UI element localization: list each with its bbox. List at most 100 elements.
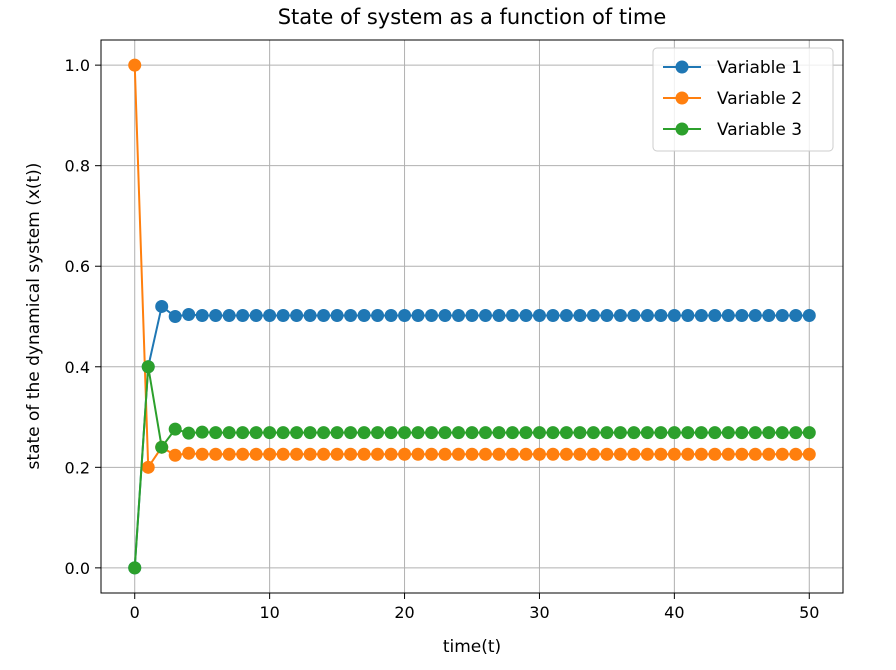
data-point <box>398 308 412 322</box>
data-point <box>195 425 209 439</box>
data-point <box>640 308 654 322</box>
data-point <box>802 447 816 461</box>
data-point <box>141 360 155 374</box>
data-point <box>155 440 169 454</box>
legend-items: Variable 1 Variable 2 Variable 3 <box>663 58 802 140</box>
data-point <box>478 447 492 461</box>
data-point <box>789 447 803 461</box>
data-point <box>627 308 641 322</box>
data-point <box>654 447 668 461</box>
data-point <box>330 447 344 461</box>
data-point <box>263 426 277 440</box>
x-tick-label: 40 <box>664 603 684 622</box>
data-point <box>775 308 789 322</box>
data-point <box>748 426 762 440</box>
data-point <box>344 426 358 440</box>
data-point <box>168 310 182 323</box>
x-axis-label: time(t) <box>443 637 501 657</box>
legend: Variable 1 Variable 2 Variable 3 <box>652 47 834 152</box>
data-point <box>290 308 304 322</box>
legend-swatch-marker <box>675 91 689 105</box>
data-point <box>195 308 209 322</box>
data-point <box>168 422 182 436</box>
data-point <box>708 308 722 322</box>
x-tick-label: 20 <box>394 603 414 622</box>
x-axis-ticks: 0 10 20 30 40 50 <box>130 593 819 622</box>
data-point <box>721 447 735 461</box>
x-tick-label: 10 <box>259 603 279 622</box>
legend-box <box>652 47 834 152</box>
data-point <box>155 299 169 313</box>
data-point <box>411 426 425 440</box>
data-point <box>532 308 546 322</box>
data-point <box>276 308 290 322</box>
data-point <box>465 426 479 440</box>
data-point <box>344 308 358 322</box>
data-point <box>667 426 681 440</box>
data-point <box>249 426 263 440</box>
data-point <box>505 426 519 440</box>
data-point <box>290 426 304 440</box>
data-point <box>182 307 196 321</box>
data-point <box>384 447 398 461</box>
data-point <box>667 447 681 461</box>
y-tick-label: 0.6 <box>65 257 90 276</box>
data-point <box>775 447 789 461</box>
data-point <box>249 308 263 322</box>
data-point <box>222 308 236 322</box>
data-point <box>559 447 573 461</box>
x-tick-label: 50 <box>799 603 819 622</box>
data-point <box>681 447 695 461</box>
data-point <box>303 447 317 461</box>
data-point <box>546 308 560 322</box>
data-point <box>276 426 290 440</box>
data-point <box>586 426 600 440</box>
data-point <box>384 426 398 440</box>
data-point <box>519 426 533 440</box>
data-point <box>762 426 776 440</box>
data-point <box>357 426 371 440</box>
data-point <box>532 426 546 440</box>
data-point <box>263 308 277 322</box>
data-point <box>600 308 614 322</box>
data-point <box>559 308 573 322</box>
data-point <box>317 308 331 322</box>
data-point <box>748 447 762 461</box>
data-point <box>371 308 385 322</box>
data-point <box>438 426 452 440</box>
series-2 <box>128 58 816 474</box>
data-point <box>735 308 749 322</box>
data-point <box>222 426 236 440</box>
data-point <box>357 308 371 322</box>
data-point <box>209 308 223 322</box>
data-point <box>128 58 142 72</box>
data-point <box>209 447 223 461</box>
data-point <box>613 308 627 322</box>
data-point <box>735 426 749 440</box>
y-axis-label: state of the dynamical system (x(t)) <box>24 163 44 470</box>
data-point <box>640 426 654 440</box>
data-point <box>438 447 452 461</box>
data-point <box>344 447 358 461</box>
data-point <box>411 447 425 461</box>
data-point <box>128 561 142 575</box>
data-point <box>505 447 519 461</box>
data-point <box>546 447 560 461</box>
data-point <box>762 447 776 461</box>
data-point <box>425 308 439 322</box>
data-point <box>492 447 506 461</box>
data-point <box>586 308 600 322</box>
data-point <box>236 426 250 440</box>
y-tick-label: 0.0 <box>65 559 90 578</box>
data-point <box>371 426 385 440</box>
data-point <box>708 447 722 461</box>
y-axis-ticks: 0.0 0.2 0.4 0.6 0.8 1.0 <box>65 56 101 578</box>
data-point <box>357 447 371 461</box>
data-point <box>559 426 573 440</box>
series-3 <box>128 360 816 575</box>
data-point <box>492 426 506 440</box>
data-point <box>182 446 196 460</box>
legend-swatch-marker <box>675 60 689 74</box>
data-point <box>236 447 250 461</box>
data-point <box>236 308 250 322</box>
